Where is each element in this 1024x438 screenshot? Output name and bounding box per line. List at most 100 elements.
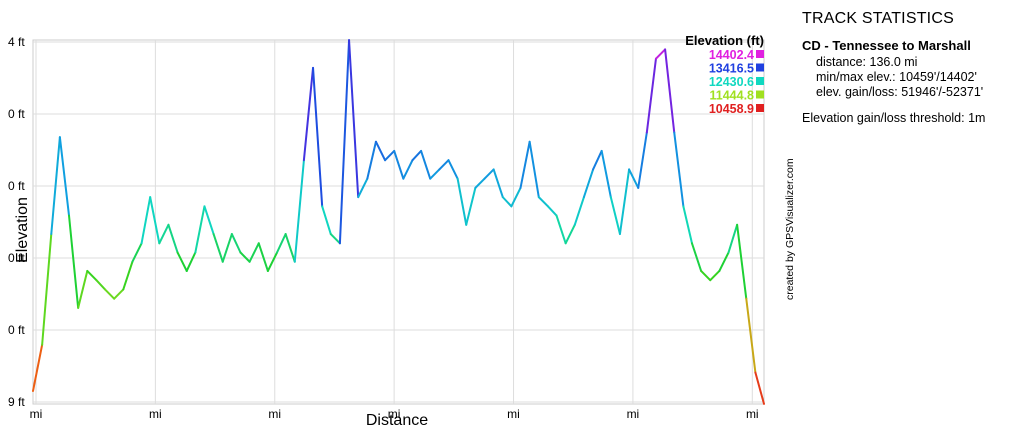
elevation-segment	[284, 233, 296, 263]
elevation-segment	[510, 186, 522, 208]
elevation-segment	[402, 159, 414, 180]
elevation-segment	[293, 159, 305, 263]
elevation-segment	[546, 205, 558, 217]
elevation-segment	[564, 223, 576, 245]
elevation-segment	[113, 288, 125, 300]
elevation-segment	[673, 131, 685, 208]
elevation-segment	[329, 233, 341, 245]
x-tick-label: mi	[746, 407, 759, 421]
elevation-segment	[212, 233, 224, 263]
elevation-segment	[745, 297, 757, 374]
elevation-segment	[456, 177, 468, 226]
stats-heading: TRACK STATISTICS	[802, 10, 954, 27]
elevation-segment	[230, 233, 242, 254]
x-axis-ticks: mi mi mi mi mi mi mi	[30, 407, 759, 421]
y-tick-label: 0 ft	[8, 179, 25, 193]
legend-swatch	[756, 104, 764, 112]
elevation-segment	[86, 269, 98, 282]
x-tick-label: mi	[507, 407, 520, 421]
stat-threshold: Elevation gain/loss threshold: 1m	[802, 111, 986, 125]
elevation-segment	[140, 196, 152, 245]
legend-value: 12430.6	[709, 75, 754, 89]
elevation-segment	[438, 159, 450, 171]
legend-value: 14402.4	[709, 48, 754, 62]
elevation-segment	[321, 205, 332, 236]
stat-gain-loss: elev. gain/loss: 51946'/-52371'	[816, 85, 984, 99]
elevation-segment	[95, 279, 107, 291]
y-axis-title: Elevation	[14, 197, 31, 263]
elevation-segment	[357, 177, 369, 199]
legend-title: Elevation (ft)	[685, 33, 764, 48]
elevation-segment	[727, 223, 739, 254]
credit-label: created by GPSVisualizer.com	[784, 158, 796, 300]
elevation-segment	[276, 233, 287, 254]
elevation-segment	[528, 140, 540, 199]
elevation-segment	[393, 149, 405, 180]
y-tick-label: 4 ft	[8, 35, 25, 49]
legend-value: 10458.9	[709, 102, 754, 116]
legend-value: 13416.5	[709, 62, 754, 76]
elevation-segment	[248, 242, 260, 263]
x-tick-label: mi	[30, 407, 43, 421]
y-axis-ticks: 4 ft 0 ft 0 ft 0 ft 0 ft 9 ft	[8, 35, 25, 409]
elevation-segment	[637, 131, 648, 189]
elevation-segment	[366, 140, 377, 180]
x-tick-label: mi	[268, 407, 281, 421]
elevation-segment	[609, 196, 621, 236]
elevation-segment	[645, 57, 657, 134]
elevation-segment	[257, 242, 269, 272]
elevation-segment	[411, 149, 423, 162]
elevation-segment	[700, 269, 712, 282]
elevation-segment	[348, 39, 360, 199]
stat-min-max-elevation: min/max elev.: 10459'/14402'	[816, 70, 977, 84]
elevation-segment	[582, 168, 595, 199]
x-tick-label: mi	[388, 407, 401, 421]
elevation-line	[32, 39, 765, 405]
elevation-segment	[158, 223, 170, 245]
elevation-segment	[736, 223, 748, 300]
y-tick-label: 0 ft	[8, 323, 25, 337]
elevation-segment	[185, 251, 197, 272]
x-axis-title: Distance	[366, 412, 428, 429]
elevation-segment	[58, 136, 71, 217]
elevation-segment	[122, 260, 134, 291]
elevation-segment	[718, 251, 730, 272]
elevation-segment	[709, 269, 721, 282]
elevation-segment	[68, 214, 80, 309]
elevation-segment	[573, 196, 585, 226]
legend-swatch	[756, 50, 764, 58]
track-statistics-panel: TRACK STATISTICS CD - Tennessee to Marsh…	[800, 10, 1020, 125]
elevation-segment	[338, 39, 351, 245]
elevation-segment	[32, 343, 44, 392]
stat-distance: distance: 136.0 mi	[816, 55, 918, 69]
elevation-segment	[312, 66, 324, 208]
elevation-segment	[447, 159, 459, 180]
y-tick-label: 0 ft	[8, 107, 25, 121]
elevation-segment	[600, 149, 612, 199]
elevation-segment	[266, 251, 279, 272]
elevation-segment	[374, 140, 387, 162]
y-tick-label: 0 ft	[8, 251, 25, 265]
elevation-segment	[77, 269, 89, 309]
elevation-segment	[664, 48, 676, 134]
legend-swatch	[756, 77, 764, 85]
elevation-segment	[149, 196, 161, 245]
y-tick-label: 9 ft	[8, 395, 25, 409]
plot-area	[32, 39, 765, 405]
elevation-segment	[239, 251, 251, 263]
elevation-segment	[592, 149, 603, 171]
elevation-chart: 4 ft 0 ft 0 ft 0 ft 0 ft 9 ft mi mi mi mi mi mi mi …	[8, 33, 765, 429]
elevation-segment	[754, 371, 765, 405]
elevation-segment	[203, 205, 215, 236]
elevation-segment	[492, 168, 504, 199]
elevation-segment	[682, 205, 693, 245]
elevation-segment	[483, 168, 495, 180]
elevation-segment	[628, 168, 640, 189]
elevation-segment	[555, 214, 567, 245]
elevation-segment	[690, 242, 703, 272]
elevation-segment	[501, 196, 513, 208]
elevation-segment	[167, 223, 179, 254]
elevation-segment	[654, 48, 667, 60]
elevation-segment	[131, 242, 143, 263]
